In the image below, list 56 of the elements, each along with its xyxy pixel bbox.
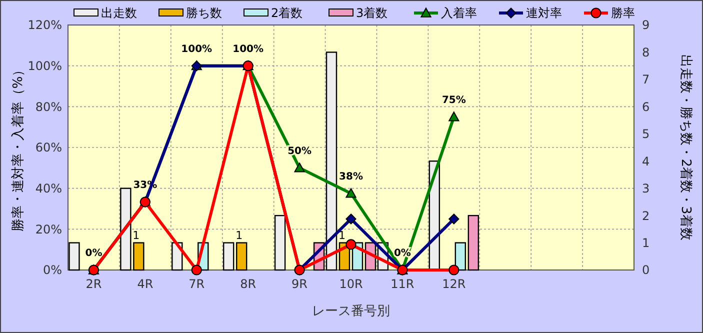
legend-label: 連対率: [526, 6, 562, 20]
y2-tick-label: 1: [642, 236, 650, 250]
x-tick-label: 2R: [86, 277, 102, 291]
x-tick-label: 4R: [137, 277, 154, 291]
x-tick-label: 7R: [188, 277, 205, 291]
y-tick-label: 80%: [35, 100, 62, 114]
point: [346, 239, 356, 250]
y-tick-label: 0%: [42, 263, 62, 278]
legend-label: 3着数: [356, 6, 388, 20]
y2-tick-label: 5: [642, 127, 650, 142]
legend-label: 入着率: [441, 6, 477, 20]
legend-label: 勝率: [611, 6, 635, 20]
x-axis-title: レース番号別: [312, 304, 390, 319]
y2-axis-title: 出走数・勝ち数・2着数・3着数: [678, 54, 694, 240]
point: [448, 264, 460, 276]
y-tick-label: 100%: [28, 59, 62, 74]
bar: [68, 242, 80, 271]
data-label: 75%: [442, 94, 466, 106]
y2-tick-label: 6: [642, 100, 650, 114]
x-tick-label: 10R: [339, 277, 363, 291]
y-tick-label: 20%: [35, 222, 62, 236]
point: [294, 162, 305, 172]
y-axis-title: 勝率・連対率・入着率（%）: [10, 63, 26, 232]
data-label: 38%: [339, 171, 363, 182]
x-tick-label: 9R: [292, 277, 308, 291]
y-tick-label: 60%: [35, 140, 62, 155]
bar: [468, 214, 480, 271]
y2-tick-label: 0: [642, 263, 650, 278]
bar: [274, 214, 286, 271]
legend-label: 2着数: [271, 6, 303, 20]
bar: [236, 242, 248, 271]
data-label: 100%: [181, 44, 212, 55]
data-label: 100%: [232, 44, 264, 55]
x-tick-label: 11R: [390, 277, 414, 291]
legend-label: 勝ち数: [186, 6, 222, 20]
data-label: 1: [236, 228, 243, 242]
data-label: 1: [132, 228, 140, 242]
y-tick-label: 40%: [35, 182, 62, 196]
y2-tick-label: 8: [642, 45, 650, 60]
bar: [222, 242, 234, 271]
data-label: 1: [338, 228, 346, 242]
x-tick-label: 12R: [442, 277, 466, 291]
point: [448, 214, 460, 224]
y2-tick-label: 2: [642, 208, 650, 223]
x-tick-label: 8R: [240, 277, 256, 291]
point: [346, 188, 356, 198]
point: [448, 112, 460, 122]
y2-tick-label: 9: [642, 18, 650, 32]
y2-tick-label: 7: [642, 72, 650, 87]
point: [346, 214, 356, 224]
point: [191, 264, 202, 276]
y2-tick-label: 3: [642, 182, 650, 196]
y2-tick-label: 4: [642, 154, 650, 168]
y-tick-label: 120%: [28, 18, 62, 32]
data-label: 0%: [85, 248, 102, 259]
legend-label: 出走数: [101, 6, 137, 20]
